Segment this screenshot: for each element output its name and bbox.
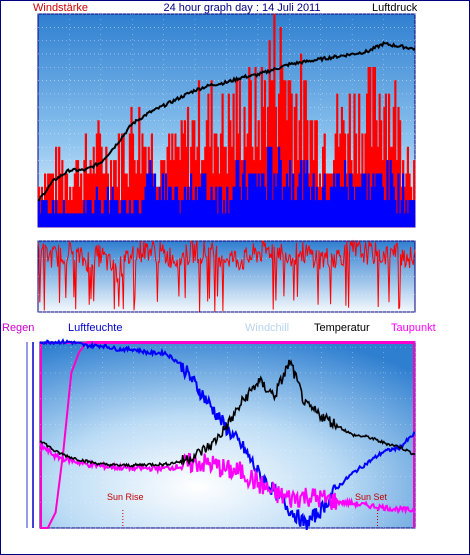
legend-temperature: Temperatur [314,322,370,334]
wind-gust-bars [37,146,416,228]
wind-speed-axis-title: Windstärke [33,2,88,14]
dewpoint-line [39,441,416,515]
legend-windchill: Windchill [245,322,289,334]
pressure-line [37,40,416,202]
legend-rain: Regen [2,322,34,334]
wind-speed-bars [37,13,416,228]
humidity-line [39,337,416,531]
legend-humidity: Luftfeuchte [68,322,122,334]
axis-labels [26,342,34,528]
temperature-series [39,337,416,531]
wind-pressure-series [37,13,416,228]
wind-direction-line [37,239,416,312]
chart-title: 24 hour graph day : 14 Juli 2011 [164,2,321,14]
legend-dewpoint: Taupunkt [391,322,436,334]
sunrise-label: Sun Rise [107,492,144,502]
sunset-label: Sun Set [355,492,388,502]
temperature-line [39,359,416,468]
rain-line [40,341,415,529]
wind-direction-series [37,239,416,312]
pressure-axis-title: Luftdruck [372,2,418,14]
